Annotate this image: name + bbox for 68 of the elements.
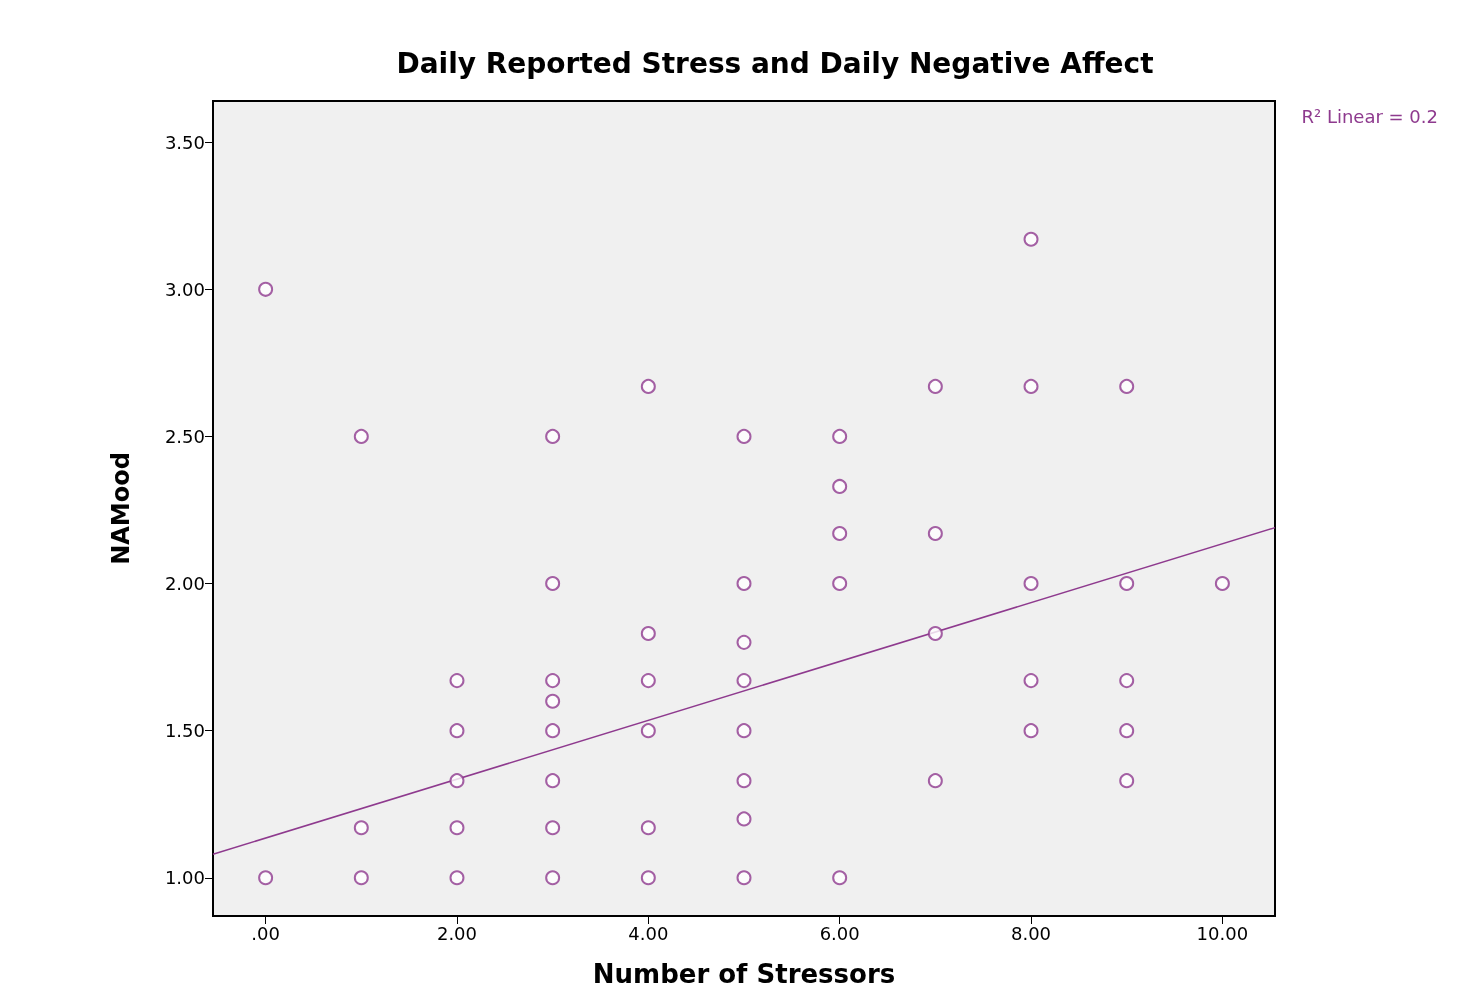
point — [545, 723, 561, 739]
point — [449, 870, 465, 886]
x-axis-title: Number of Stressors — [592, 959, 896, 989]
point — [927, 526, 943, 542]
point — [1214, 576, 1230, 592]
y-tick-label: 1.00 — [164, 867, 205, 889]
point — [640, 723, 656, 739]
point — [449, 673, 465, 689]
point — [736, 870, 752, 886]
x-tick-label: 8.00 — [1010, 922, 1052, 944]
point — [353, 820, 369, 836]
y-axis-title: NAMood — [107, 452, 135, 565]
point — [1023, 576, 1039, 592]
point — [353, 428, 369, 444]
point — [545, 773, 561, 789]
point — [1119, 378, 1135, 394]
point — [545, 820, 561, 836]
point — [353, 870, 369, 886]
point — [545, 576, 561, 592]
point — [832, 870, 848, 886]
y-tick-label: 2.50 — [164, 425, 205, 447]
point — [736, 428, 752, 444]
point — [545, 673, 561, 689]
point — [545, 870, 561, 886]
y-tick-label: 2.00 — [164, 573, 205, 595]
y-tick-label: 3.00 — [164, 278, 205, 300]
point — [640, 870, 656, 886]
point — [832, 428, 848, 444]
x-tick-label: 2.00 — [436, 922, 478, 944]
x-tick-label: .00 — [251, 922, 280, 944]
point — [640, 378, 656, 394]
point — [1119, 673, 1135, 689]
x-tick-label: 4.00 — [628, 922, 669, 944]
point — [1119, 576, 1135, 592]
point — [736, 634, 752, 650]
point — [1119, 773, 1135, 789]
chart-title: Daily Reported Stress and Daily Negative Affect — [396, 46, 1154, 80]
point — [1023, 723, 1039, 739]
point — [832, 526, 848, 542]
point — [640, 820, 656, 836]
point — [736, 773, 752, 789]
x-tick-label: 10.00 — [1196, 922, 1249, 944]
point — [258, 870, 274, 886]
point — [449, 820, 465, 836]
y-tick-label: 3.50 — [164, 131, 205, 153]
point — [1023, 673, 1039, 689]
point — [449, 773, 465, 789]
point — [640, 673, 656, 689]
point — [1023, 378, 1039, 394]
text: R² Linear = 0.2 — [1301, 105, 1439, 127]
point — [545, 428, 561, 444]
y-tick-label: 1.50 — [164, 720, 205, 742]
point — [736, 723, 752, 739]
point — [832, 478, 848, 494]
point — [927, 773, 943, 789]
point — [640, 626, 656, 642]
point — [736, 673, 752, 689]
point — [545, 693, 561, 709]
point — [927, 626, 943, 642]
point — [927, 378, 943, 394]
point — [258, 281, 274, 297]
point — [832, 576, 848, 592]
point — [736, 576, 752, 592]
x-tick-label: 6.00 — [819, 922, 860, 944]
point — [1119, 723, 1135, 739]
point — [449, 723, 465, 739]
point — [736, 811, 752, 827]
point — [1023, 231, 1039, 247]
